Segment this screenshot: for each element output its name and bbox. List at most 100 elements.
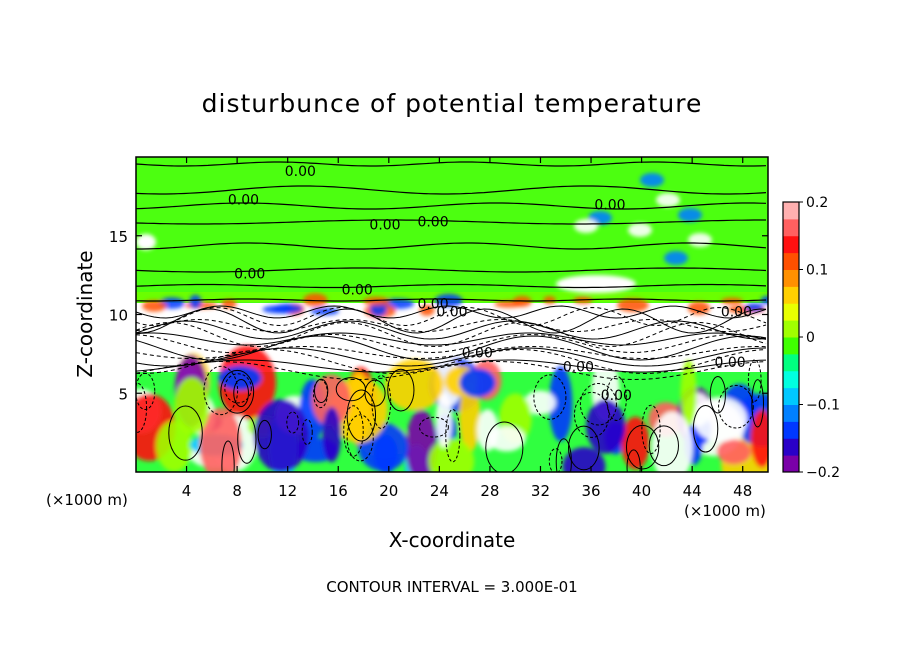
field-blob [419, 304, 435, 316]
colorbar-swatch [783, 387, 799, 405]
field-blob [556, 275, 636, 293]
contour-line [136, 321, 767, 348]
colorbar-swatch [783, 320, 799, 338]
field-blob [311, 374, 351, 427]
field-blob [303, 293, 328, 307]
contour-line [136, 332, 767, 346]
contour-line [136, 283, 767, 289]
contour-line [136, 360, 767, 381]
field-blob [543, 296, 556, 305]
contour-line [313, 379, 328, 409]
x-tick-label: 32 [531, 482, 550, 500]
contour-label: 0.00 [228, 193, 259, 209]
contour-line [136, 267, 767, 273]
contour-line [168, 405, 203, 461]
field-blob [428, 438, 475, 472]
contour-line [747, 359, 762, 402]
contour-line [286, 411, 300, 434]
field-blob [384, 359, 444, 411]
field-blob [156, 420, 193, 472]
contour-line [301, 418, 313, 446]
field-blob [617, 298, 649, 312]
colorbar-swatch [783, 438, 799, 456]
x-tick-label: 48 [733, 482, 752, 500]
field-blob [687, 301, 710, 315]
colorbar-tick-label: −0.1 [806, 398, 840, 414]
contour-label: 0.00 [714, 355, 745, 371]
contour-line [718, 384, 754, 429]
field-blob [562, 447, 606, 472]
contour-label: 0.00 [436, 304, 467, 320]
x-tick-label: 24 [430, 482, 449, 500]
colorbar-swatch [783, 235, 799, 254]
field-blob [640, 173, 664, 187]
field-blob [435, 392, 452, 448]
contour-label: 0.00 [417, 215, 448, 231]
field-blob [574, 219, 598, 233]
contour-interval-note: CONTOUR INTERVAL = 3.000E-01 [326, 578, 577, 596]
contour-line [233, 379, 249, 408]
contour-line [136, 347, 767, 367]
contour-line [136, 298, 767, 302]
contour-lines [136, 161, 767, 472]
contour-label: 0.00 [342, 282, 373, 298]
field-blob [656, 193, 680, 207]
contour-line [136, 202, 767, 210]
colorbar-swatch [783, 455, 799, 473]
contour-line [485, 421, 524, 472]
field-blob [199, 407, 242, 472]
colorbar-swatch [783, 337, 799, 355]
field-blob [136, 234, 156, 250]
contour-line [533, 374, 567, 420]
field-blob [142, 300, 167, 312]
field-blob [487, 426, 526, 452]
field-blob [272, 303, 303, 314]
colorbar-swatch [783, 404, 799, 422]
contour-line [625, 424, 660, 470]
contour-line [136, 382, 148, 433]
contour-label: 0.00 [594, 197, 625, 213]
contour-line [573, 391, 610, 438]
field-blob [253, 399, 309, 472]
field-blob [434, 293, 463, 307]
field-blob [628, 223, 652, 237]
field-blob [362, 296, 390, 306]
x-tick-label: 40 [632, 482, 651, 500]
contour-line [335, 377, 366, 402]
field-blob [586, 399, 626, 454]
contour-label: 0.00 [721, 304, 752, 320]
contour-line [568, 425, 600, 471]
contour-line [136, 161, 767, 167]
x-tick-label: 28 [480, 482, 499, 500]
contour-line [136, 320, 767, 340]
y-tick-label: 5 [118, 385, 128, 403]
colorbar-tick-label: 0 [806, 330, 815, 346]
colorbar-tick-label: −0.2 [806, 465, 840, 481]
contour-label: 0.00 [369, 218, 400, 234]
colorbar-ticks: 0.2 0.1 0 −0.1 −0.2 [799, 195, 840, 481]
x-axis-ticks: 4 8 12 16 20 24 28 32 36 40 44 48 [182, 157, 752, 500]
field-blob [651, 411, 693, 472]
field-blob [548, 366, 573, 442]
contour-line [257, 419, 272, 450]
colorbar-swatch [783, 252, 799, 270]
x-tick-label: 20 [379, 482, 398, 500]
x-tick-label: 16 [329, 482, 348, 500]
contour-line [136, 306, 767, 327]
contour-label: 0.00 [234, 267, 265, 283]
field-blob [322, 406, 342, 463]
contour-line [136, 242, 767, 250]
contour-line [418, 416, 449, 438]
field-blob [524, 390, 556, 415]
contour-line [314, 378, 329, 403]
y-tick-label: 10 [109, 307, 128, 325]
field-blob [678, 208, 702, 222]
chart-title: disturbunce of potential temperature [202, 89, 703, 118]
field-blob [369, 302, 387, 317]
contour-line [343, 405, 364, 457]
contour-label: 0.00 [285, 164, 316, 180]
contour-line [346, 414, 374, 462]
contour-line [136, 359, 767, 373]
contour-line [387, 368, 415, 412]
